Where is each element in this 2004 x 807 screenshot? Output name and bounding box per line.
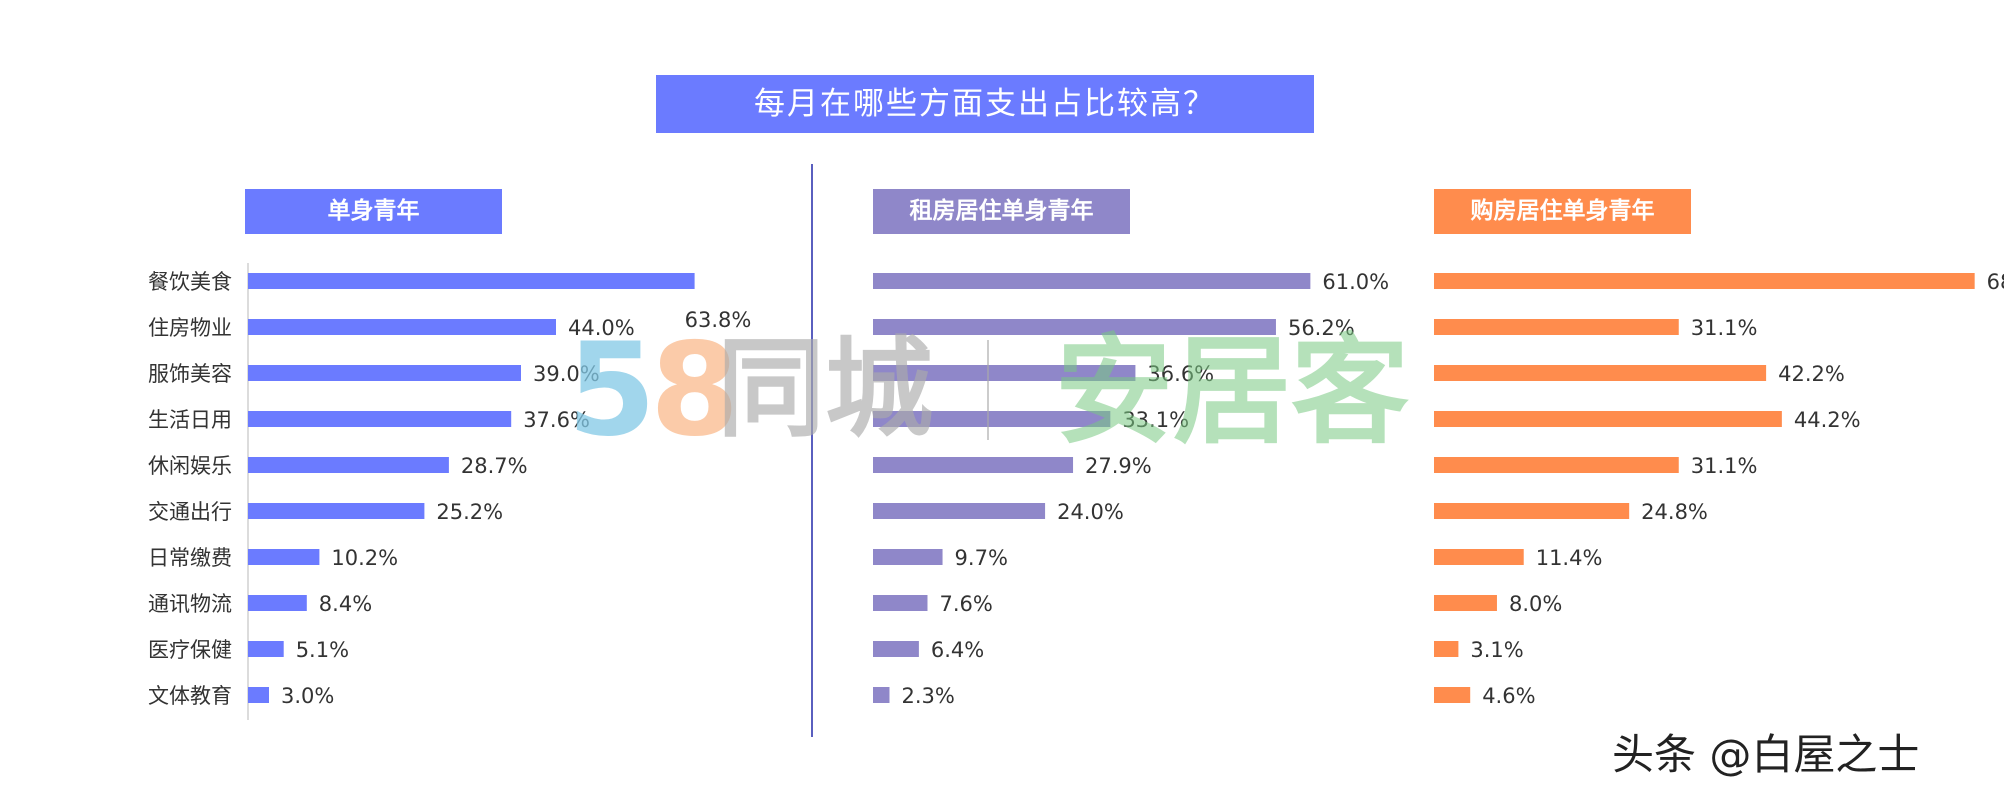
value-label-3-4: 44.2% (1794, 408, 1861, 432)
value-label-1-8: 8.4% (319, 592, 372, 616)
category-label-5: 休闲娱乐 (148, 454, 232, 478)
bar-1-9 (248, 641, 284, 657)
category-label-8: 通讯物流 (148, 592, 232, 616)
bar-1-2 (248, 319, 556, 335)
value-label-1-9: 5.1% (296, 638, 349, 662)
bar-2-8 (873, 595, 928, 611)
chart-main-title: 每月在哪些方面支出占比较高？ (656, 75, 1314, 133)
value-label-1-4: 37.6% (523, 408, 590, 432)
bar-1-10 (248, 687, 269, 703)
value-label-1-10: 3.0% (281, 684, 334, 708)
value-label-1-5: 28.7% (461, 454, 528, 478)
value-label-3-10: 4.6% (1482, 684, 1535, 708)
value-label-2-2: 56.2% (1288, 316, 1355, 340)
value-label-1-6: 25.2% (436, 500, 503, 524)
value-label-2-8: 7.6% (939, 592, 992, 616)
value-label-2-10: 2.3% (901, 684, 954, 708)
value-label-1-2: 44.0% (568, 316, 635, 340)
bar-3-8 (1434, 595, 1497, 611)
category-label-7: 日常缴费 (148, 546, 232, 570)
bar-1-4 (248, 411, 512, 427)
corner-credit: 头条 @白屋之士 (1612, 730, 1920, 779)
value-label-2-3: 36.6% (1147, 362, 1214, 386)
bar-1-3 (248, 365, 521, 381)
value-label-3-6: 24.8% (1641, 500, 1708, 524)
value-label-1-3: 39.0% (533, 362, 600, 386)
value-label-2-6: 24.0% (1057, 500, 1124, 524)
panel-title-homeowner-single-youth: 购房居住单身青年 (1434, 189, 1691, 234)
value-label-3-7: 11.4% (1536, 546, 1603, 570)
value-label-3-9: 3.1% (1470, 638, 1523, 662)
value-label-1-7: 10.2% (331, 546, 398, 570)
bar-2-4 (873, 411, 1111, 427)
value-label-2-5: 27.9% (1085, 454, 1152, 478)
category-label-9: 医疗保健 (148, 638, 232, 662)
bar-3-10 (1434, 687, 1471, 703)
bar-2-10 (873, 687, 890, 703)
bar-1-5 (248, 457, 449, 473)
value-label-2-1: 61.0% (1322, 270, 1389, 294)
category-label-3: 服饰美容 (148, 362, 232, 386)
bar-2-3 (873, 365, 1136, 381)
bar-2-5 (873, 457, 1074, 473)
panel-title-single-youth: 单身青年 (245, 189, 502, 234)
category-label-4: 生活日用 (148, 408, 232, 432)
category-label-6: 交通出行 (148, 500, 232, 524)
category-label-10: 文体教育 (148, 684, 232, 708)
value-label-3-2: 31.1% (1691, 316, 1758, 340)
category-label-1: 餐饮美食 (148, 270, 232, 294)
bar-2-2 (873, 319, 1276, 335)
bar-1-7 (248, 549, 320, 565)
bar-3-5 (1434, 457, 1679, 473)
bar-2-6 (873, 503, 1046, 519)
bar-2-1 (873, 273, 1311, 289)
bar-2-7 (873, 549, 943, 565)
value-label-2-9: 6.4% (931, 638, 984, 662)
bar-2-9 (873, 641, 919, 657)
value-label-1-1: 63.8% (685, 308, 752, 332)
category-label-2: 住房物业 (148, 316, 232, 340)
value-label-2-7: 9.7% (955, 546, 1008, 570)
bar-3-9 (1434, 641, 1459, 657)
bar-1-8 (248, 595, 307, 611)
bar-3-6 (1434, 503, 1630, 519)
bar-1-1 (248, 273, 695, 289)
bar-3-7 (1434, 549, 1524, 565)
bar-1-6 (248, 503, 425, 519)
bar-3-1 (1434, 273, 1975, 289)
bar-3-4 (1434, 411, 1782, 427)
value-label-3-3: 42.2% (1778, 362, 1845, 386)
panel-title-renting-single-youth: 租房居住单身青年 (873, 189, 1130, 234)
bar-3-3 (1434, 365, 1767, 381)
value-label-3-8: 8.0% (1509, 592, 1562, 616)
value-label-3-5: 31.1% (1691, 454, 1758, 478)
bar-3-2 (1434, 319, 1679, 335)
value-label-3-1: 68.7% (1987, 270, 2004, 294)
value-label-2-4: 33.1% (1122, 408, 1189, 432)
